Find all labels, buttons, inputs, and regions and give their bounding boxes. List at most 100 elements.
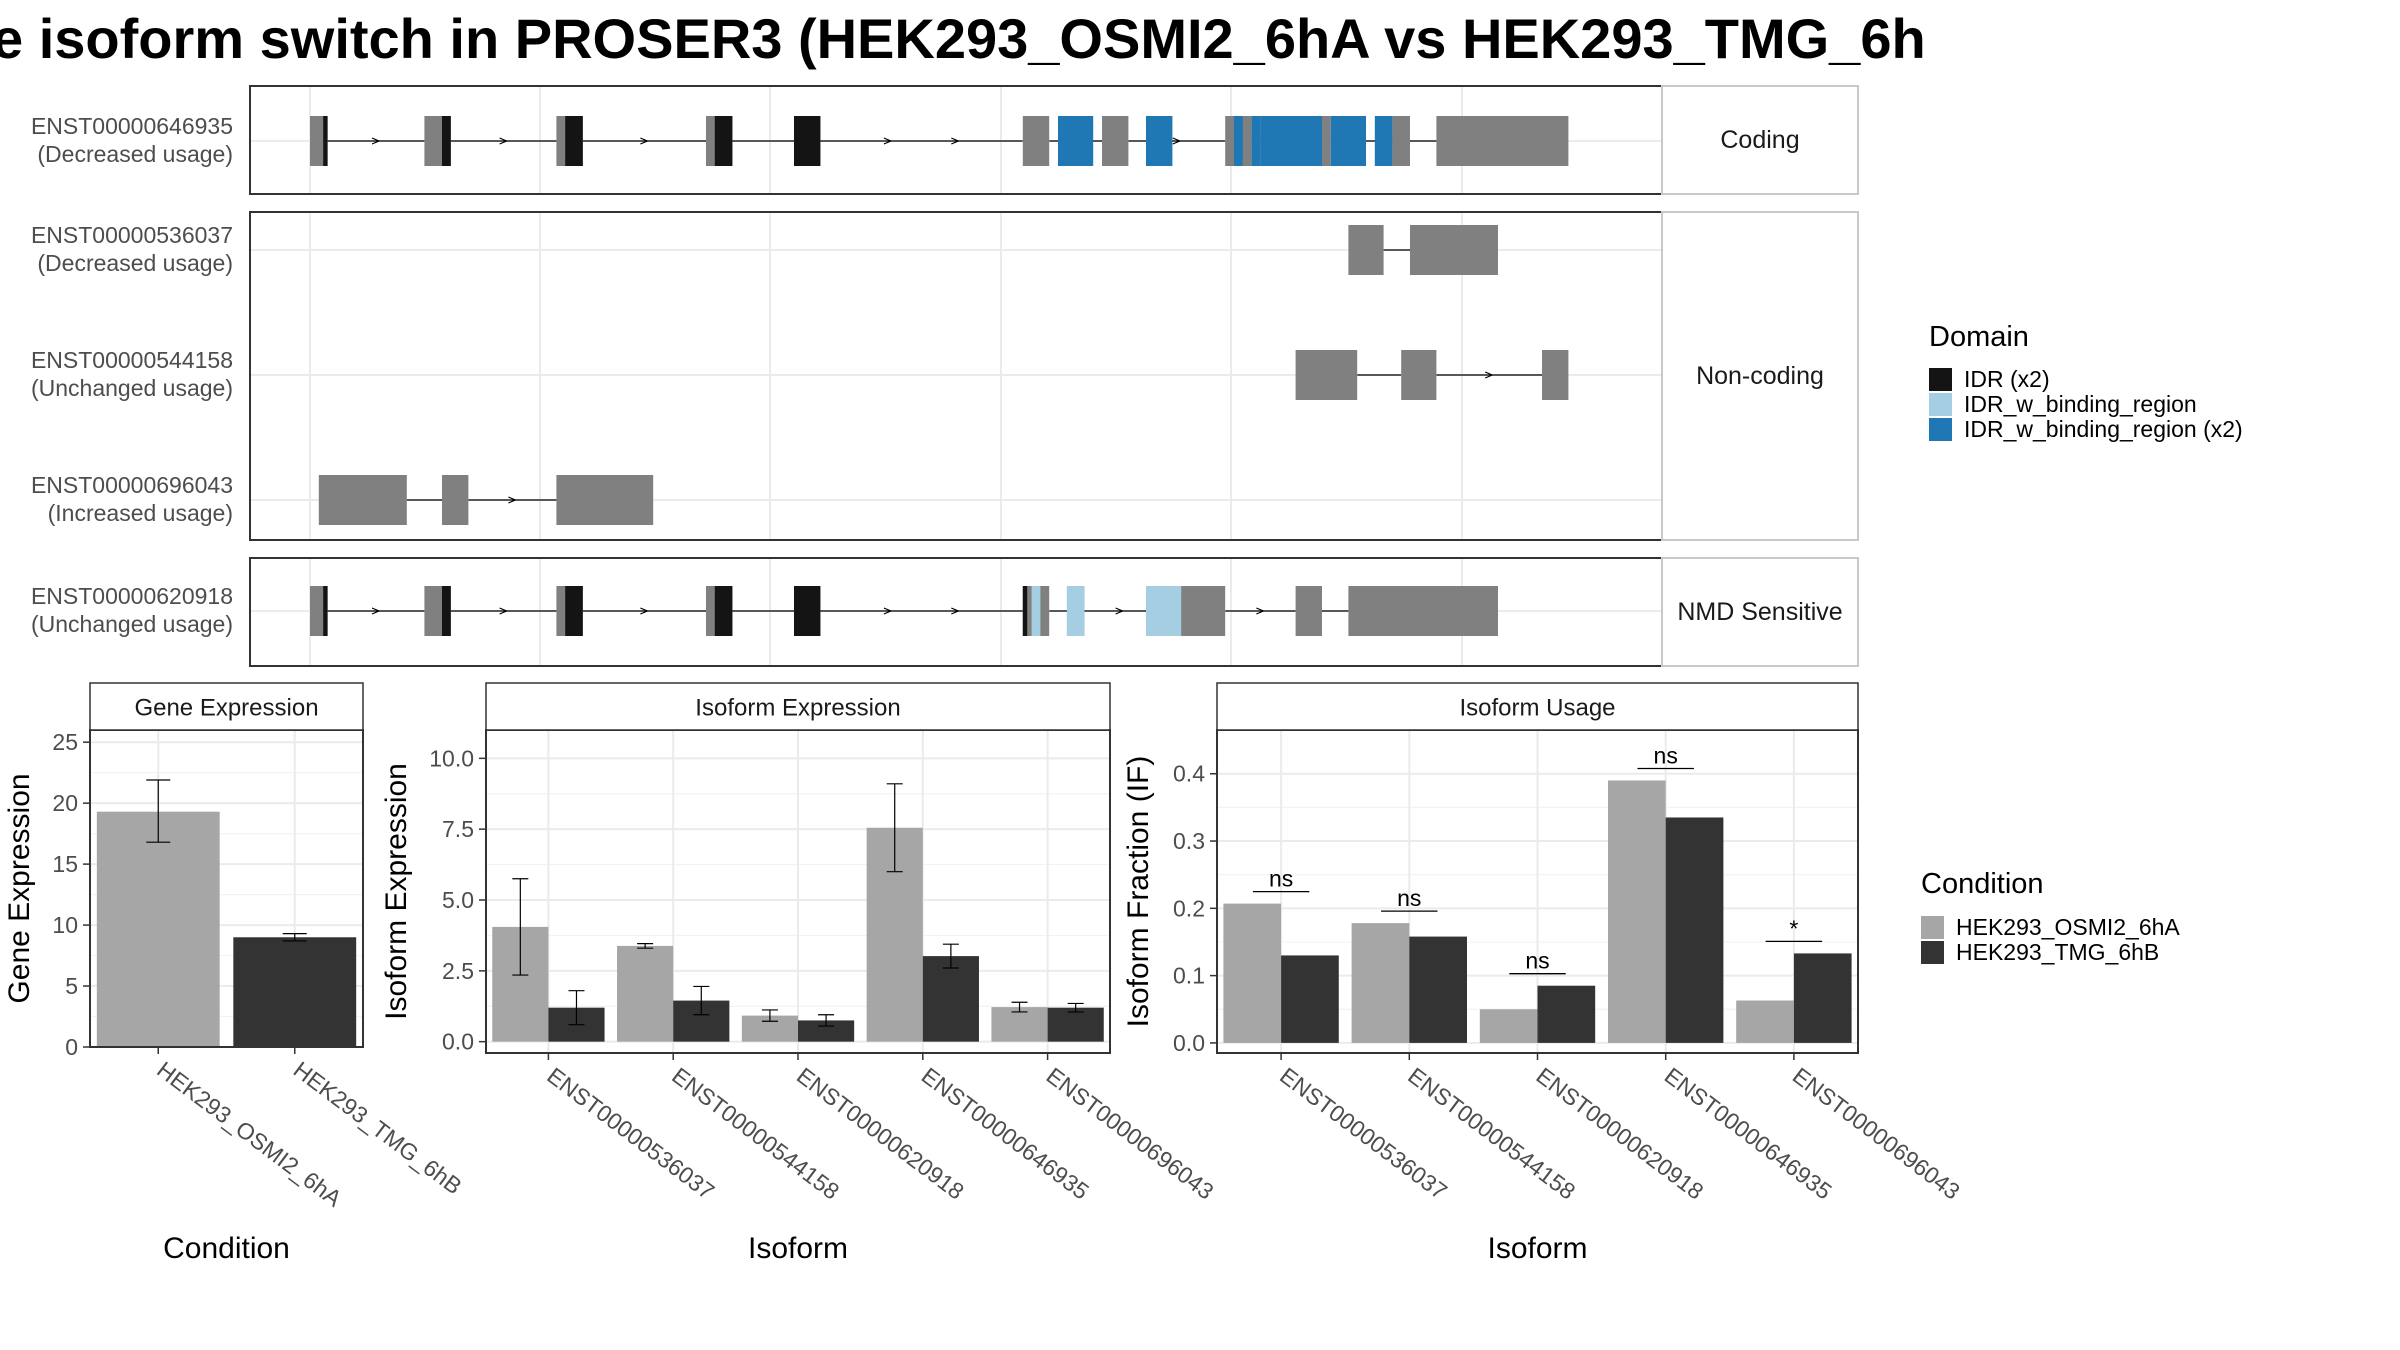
- domain-block: [442, 586, 451, 636]
- exon: [556, 475, 654, 525]
- x-axis-label: Condition: [163, 1232, 290, 1265]
- domain-block: [1058, 116, 1094, 166]
- domain-block: [1330, 116, 1366, 166]
- exon: [1348, 586, 1498, 636]
- transcript-id-label: ENST00000620918: [31, 583, 233, 609]
- y-tick-label: 15: [52, 851, 78, 877]
- exon: [1401, 350, 1437, 400]
- intron-arrow: [951, 137, 960, 145]
- domain-block: [323, 116, 328, 166]
- facet-strip: [485, 682, 1111, 731]
- isoform-usage-chart: nsENST00000536037nsENST00000544158nsENST…: [1122, 682, 1965, 1265]
- y-axis-label: Isoform Fraction (IF): [1122, 756, 1155, 1028]
- domain-block: [1146, 586, 1182, 636]
- domain-block: [323, 586, 328, 636]
- transcript-usage-label: (Unchanged usage): [31, 611, 233, 637]
- legend-key: [1929, 393, 1952, 416]
- y-tick-label: 0.1: [1173, 963, 1205, 989]
- domain-block: [714, 586, 733, 636]
- transcript-id-label: ENST00000696043: [31, 472, 233, 498]
- bar: [1409, 936, 1467, 1043]
- exon: [442, 475, 469, 525]
- exon: [1410, 225, 1498, 275]
- bar: [1665, 817, 1724, 1043]
- exon: [1392, 116, 1410, 166]
- domain-block: [1022, 586, 1028, 636]
- transcript-row: [310, 116, 1569, 166]
- y-tick-label: 5: [65, 973, 78, 999]
- y-tick-label: 0.0: [1173, 1030, 1205, 1056]
- gene-expression-chart: HEK293_OSMI2_6hAHEK293_TMG_6hB0510152025…: [3, 682, 467, 1265]
- facet-strip: [89, 682, 364, 731]
- transcript-row: [318, 475, 654, 525]
- domain-block: [442, 116, 451, 166]
- chart-title: Gene Expression: [134, 695, 318, 722]
- intron-arrow: [951, 607, 960, 615]
- chart-title: Isoform Usage: [1459, 695, 1615, 722]
- intron-arrow: [499, 607, 509, 615]
- transcript-id-label: ENST00000544158: [31, 347, 233, 373]
- intron-arrow: [883, 137, 893, 145]
- facet-strip-label: Coding: [1720, 126, 1799, 154]
- y-tick-label: 0.0: [442, 1029, 474, 1055]
- transcript-row: [310, 586, 1498, 636]
- chart-title: Isoform Expression: [695, 695, 900, 722]
- significance-label: ns: [1654, 742, 1678, 768]
- facet-strip: [1216, 682, 1859, 731]
- bar: [798, 1020, 855, 1042]
- significance-label: ns: [1397, 885, 1421, 911]
- intron-arrow: [1256, 607, 1265, 615]
- exon: [1348, 225, 1384, 275]
- y-tick-label: 0.4: [1173, 761, 1205, 787]
- intron-arrow: [883, 607, 893, 615]
- bar: [1479, 1009, 1538, 1043]
- transcript-usage-label: (Increased usage): [48, 500, 233, 526]
- transcript-id-label: ENST00000646935: [31, 113, 233, 139]
- legend-key: [1921, 916, 1944, 939]
- y-tick-label: 0.3: [1173, 828, 1205, 854]
- transcript-row: [1295, 350, 1569, 400]
- isoform-expression-chart: ENST00000536037ENST00000544158ENST000006…: [380, 682, 1219, 1265]
- y-tick-label: 10: [52, 912, 78, 938]
- domain-block: [794, 586, 821, 636]
- structure-section: NMD Sensitive: [249, 557, 1859, 667]
- y-tick-label: 10.0: [429, 745, 474, 771]
- y-tick-label: 5.0: [442, 887, 474, 913]
- figure-title: e isoform switch in PROSER3 (HEK293_OSMI…: [0, 7, 1926, 70]
- legend-condition-title: Condition: [1921, 868, 2044, 900]
- domain-block: [1251, 116, 1261, 166]
- y-tick-label: 0.2: [1173, 895, 1205, 921]
- domain-block: [714, 116, 733, 166]
- x-axis-label: Isoform: [748, 1232, 848, 1265]
- facet-strip: [1661, 211, 1859, 541]
- transcript-usage-label: (Decreased usage): [37, 141, 233, 167]
- structure-section: Coding: [249, 85, 1859, 195]
- facet-strip-label: Non-coding: [1696, 362, 1824, 390]
- significance-label: *: [1789, 915, 1798, 941]
- y-axis-label: Isoform Expression: [380, 763, 413, 1020]
- y-tick-label: 0: [65, 1034, 78, 1060]
- y-tick-label: 25: [52, 729, 78, 755]
- bar: [1047, 1007, 1104, 1042]
- legend-label: IDR (x2): [1964, 366, 2050, 392]
- bar: [96, 811, 220, 1047]
- intron-arrow: [640, 137, 649, 145]
- transcript-id-label: ENST00000536037: [31, 222, 233, 248]
- transcript-usage-label: (Decreased usage): [37, 250, 233, 276]
- exon: [1295, 350, 1358, 400]
- significance-label: ns: [1525, 948, 1549, 974]
- legend-key: [1929, 418, 1952, 441]
- bar: [1281, 955, 1339, 1043]
- intron-arrow: [1115, 607, 1125, 615]
- y-tick-label: 20: [52, 790, 78, 816]
- domain-block: [565, 586, 583, 636]
- exon: [1295, 586, 1322, 636]
- bar: [1537, 985, 1596, 1043]
- legend-domain-title: Domain: [1929, 321, 2029, 353]
- legend-domain: Domain IDR (x2)IDR_w_binding_regionIDR_w…: [1929, 321, 2243, 442]
- x-axis-label: Isoform: [1487, 1232, 1587, 1265]
- intron-arrow: [499, 137, 509, 145]
